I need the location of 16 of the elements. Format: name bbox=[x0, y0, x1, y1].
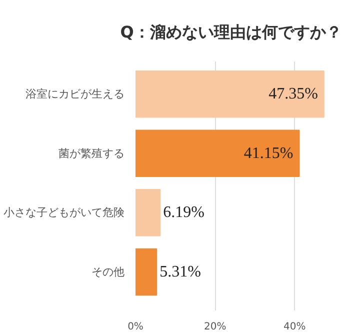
x-tick-label: 40% bbox=[284, 322, 306, 332]
x-tick-label: 0% bbox=[128, 322, 144, 332]
data-label: 5.31% bbox=[160, 263, 201, 280]
data-label: 6.19% bbox=[163, 204, 204, 222]
bar bbox=[136, 248, 158, 296]
chart-title: Q：溜めない理由は何ですか？ bbox=[120, 22, 342, 42]
y-tick-label: 小さな子どもがいて危険 bbox=[4, 206, 124, 220]
y-tick-label: 菌が繁殖する bbox=[58, 146, 124, 160]
bar bbox=[136, 70, 324, 118]
data-label: 47.35% bbox=[268, 86, 318, 103]
y-tick-label: 浴室にカビが生える bbox=[26, 88, 124, 101]
data-label: 41.15% bbox=[244, 144, 294, 162]
bar bbox=[136, 189, 161, 236]
bar bbox=[136, 130, 300, 178]
x-tick-label: 20% bbox=[204, 322, 226, 332]
y-tick-label: その他 bbox=[92, 265, 124, 278]
